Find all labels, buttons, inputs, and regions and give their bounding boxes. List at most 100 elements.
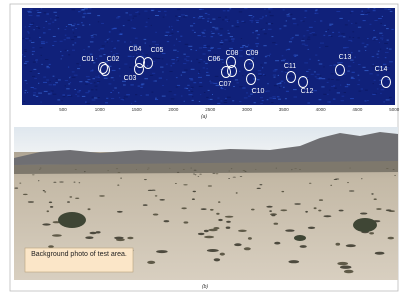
noise-cell [24, 56, 26, 57]
noise-cell [304, 17, 306, 18]
shrub [347, 182, 349, 183]
noise-cell [345, 86, 348, 87]
shrub [127, 237, 133, 240]
noise-cell [105, 102, 108, 103]
noise-cell [104, 78, 108, 79]
shrub [207, 249, 219, 252]
noise-cell [71, 39, 74, 40]
noise-cell [31, 87, 34, 88]
noise-cell [72, 44, 74, 45]
noise-cell [93, 78, 96, 79]
noise-cell [268, 23, 271, 24]
noise-cell [52, 22, 54, 23]
noise-cell [177, 20, 180, 21]
noise-cell [314, 71, 316, 72]
noise-cell [305, 10, 308, 11]
noise-cell [351, 23, 353, 24]
shrub [194, 170, 197, 171]
noise-cell [377, 75, 379, 76]
noise-cell [118, 16, 121, 17]
noise-cell [380, 93, 382, 94]
noise-cell [113, 90, 115, 91]
noise-cell [242, 88, 245, 89]
noise-cell [48, 93, 51, 94]
shrub [198, 233, 205, 235]
noise-cell [67, 50, 69, 51]
noise-cell [341, 33, 344, 34]
noise-cell [188, 46, 192, 47]
noise-cell [242, 45, 245, 46]
noise-cell [56, 15, 57, 16]
noise-cell [199, 59, 202, 60]
noise-cell [205, 13, 208, 14]
noise-cell [374, 80, 376, 81]
shrub [361, 178, 362, 179]
noise-cell [48, 23, 51, 24]
target-label: C11 [284, 63, 296, 70]
noise-cell [32, 76, 35, 77]
noise-cell [348, 52, 349, 53]
noise-cell [319, 99, 322, 100]
noise-cell [193, 17, 195, 18]
shrub [269, 210, 272, 212]
shrub [236, 192, 238, 193]
noise-cell [320, 21, 322, 22]
shrub [88, 208, 91, 210]
noise-cell [36, 62, 38, 63]
shrub [116, 169, 118, 170]
shrub [50, 206, 53, 208]
noise-cell [258, 70, 261, 71]
noise-cell [176, 87, 179, 88]
noise-cell [41, 43, 45, 44]
noise-cell [336, 11, 340, 12]
noise-cell [186, 88, 188, 89]
noise-cell [333, 65, 336, 66]
noise-cell [120, 31, 121, 32]
noise-cell [26, 40, 27, 41]
noise-cell [251, 17, 253, 18]
noise-cell [353, 37, 355, 38]
shrub [218, 219, 222, 221]
noise-cell [58, 28, 59, 29]
noise-cell [370, 24, 372, 25]
noise-cell [206, 75, 210, 76]
noise-cell [377, 88, 379, 89]
noise-cell [208, 14, 210, 15]
noise-cell [303, 35, 305, 36]
noise-cell [38, 93, 42, 94]
noise-cell [211, 31, 212, 32]
noise-cell [191, 69, 195, 70]
noise-cell [86, 82, 90, 83]
noise-cell [198, 77, 202, 78]
noise-cell [192, 96, 193, 97]
noise-cell [33, 95, 36, 96]
noise-cell [292, 18, 295, 19]
noise-cell [374, 8, 376, 9]
noise-cell [249, 63, 253, 64]
shrub [225, 216, 234, 218]
shrub [96, 231, 101, 233]
noise-cell [25, 92, 26, 93]
target-label: C01 [82, 56, 95, 63]
noise-cell [321, 78, 325, 79]
target-label: C07 [219, 81, 232, 88]
noise-cell [77, 92, 80, 93]
noise-cell [26, 83, 27, 84]
shrub [251, 209, 255, 211]
noise-cell [242, 21, 245, 22]
noise-cell [65, 29, 67, 30]
noise-cell [97, 15, 100, 16]
shrub [120, 178, 122, 179]
page: C01C02C03C04C05C06C07C08C09C10C11C12C13C… [0, 0, 402, 293]
noise-cell [36, 27, 40, 28]
noise-cell [274, 77, 276, 78]
noise-cell [207, 21, 209, 22]
noise-cell [75, 94, 77, 95]
noise-cell [379, 84, 381, 85]
noise-cell [279, 87, 280, 88]
noise-cell [308, 37, 311, 38]
noise-cell [162, 85, 164, 86]
shrub [148, 190, 153, 191]
noise-cell [148, 18, 150, 19]
noise-cell [380, 49, 381, 50]
